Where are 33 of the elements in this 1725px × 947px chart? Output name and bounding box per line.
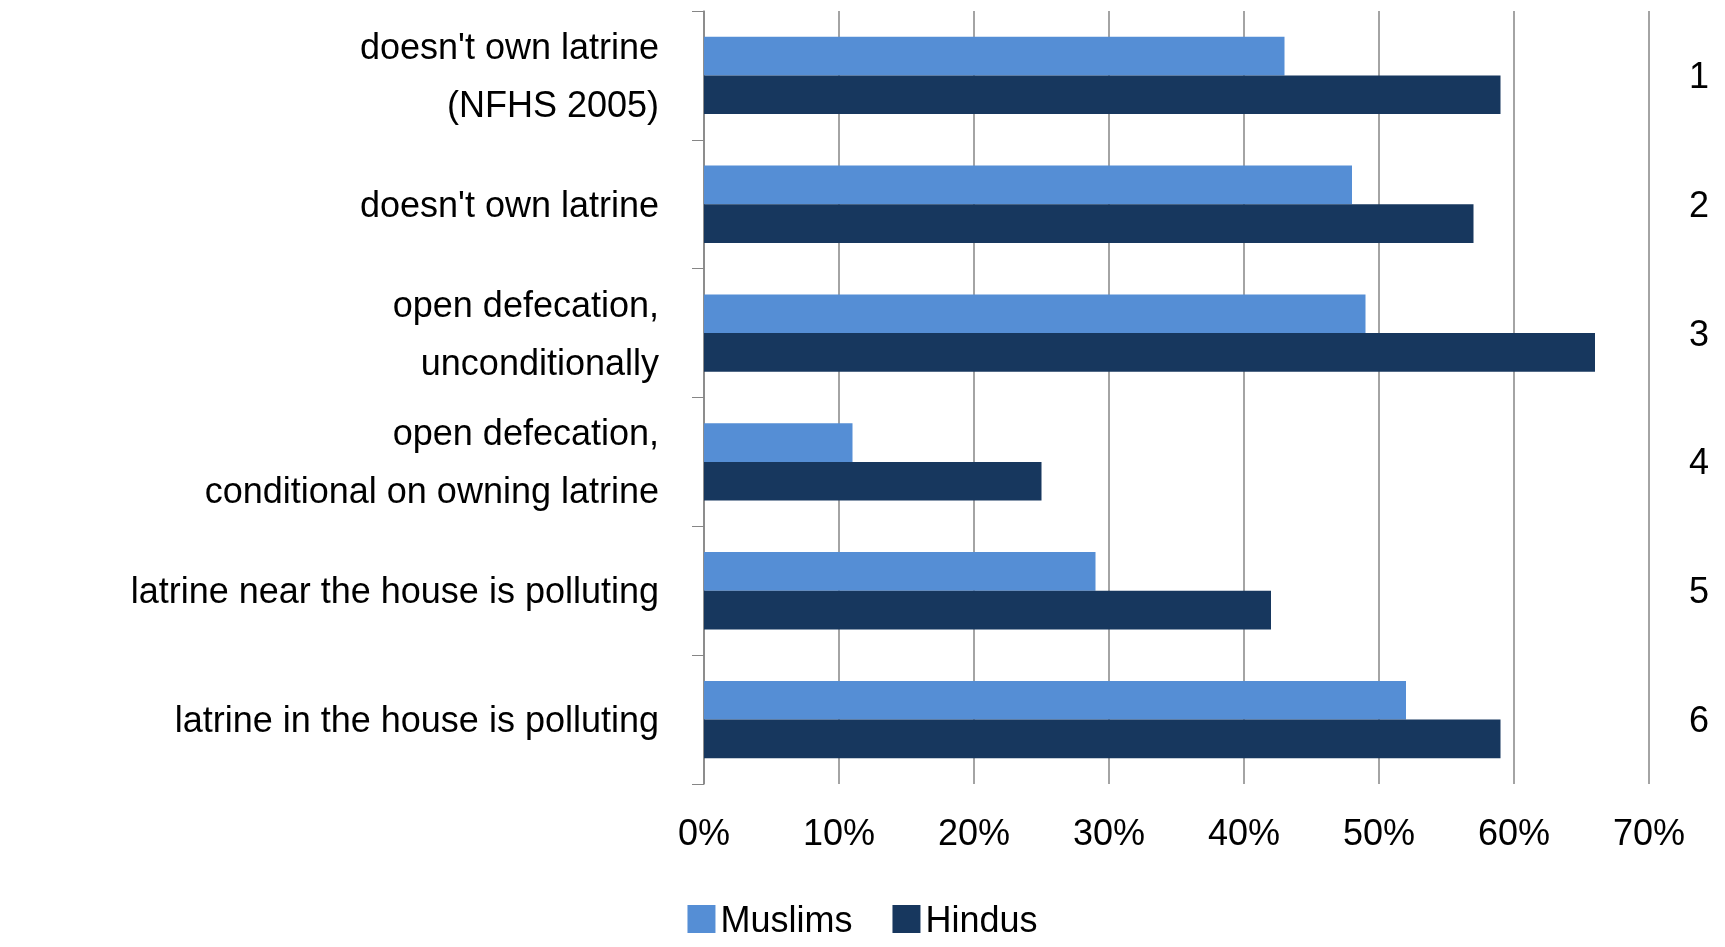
bar [704, 165, 1352, 205]
bar [704, 680, 1406, 720]
bar [704, 590, 1271, 630]
bar [704, 552, 1096, 591]
y-tick-label: latrine in the house is polluting [174, 699, 659, 741]
y-tick-label: doesn't own latrine [359, 183, 659, 225]
bar [704, 294, 1366, 334]
x-tick-label: 60% [1477, 811, 1551, 853]
text: 5 [1689, 570, 1710, 612]
x-tick-label: 70% [1612, 811, 1686, 853]
text: 2 [1689, 183, 1710, 225]
x-tick-label: 10% [802, 811, 876, 853]
x-tick-label: 40% [1207, 811, 1281, 853]
y-tick-label: doesn't own latrine (NFHS 2005) [359, 25, 659, 125]
text: 3 [1689, 312, 1710, 354]
legend-label: Muslims [720, 898, 853, 940]
x-tick-label: 20% [937, 811, 1011, 853]
bar [704, 333, 1595, 372]
bar [704, 719, 1501, 759]
legend-label: Hindus [925, 898, 1038, 940]
text: 6 [1689, 699, 1710, 741]
y-tick-label: latrine near the house is polluting [130, 570, 659, 612]
bar [704, 75, 1501, 115]
text: 4 [1689, 441, 1710, 483]
text: 1 [1689, 54, 1710, 96]
bar [704, 423, 853, 462]
bar [704, 36, 1285, 76]
bar [704, 461, 1042, 501]
bar [704, 204, 1474, 243]
x-tick-label: 30% [1072, 811, 1146, 853]
y-tick-label: open defecation, conditional on owning latrine [204, 412, 659, 512]
x-tick-label: 0% [677, 811, 731, 853]
x-tick-label: 50% [1342, 811, 1416, 853]
